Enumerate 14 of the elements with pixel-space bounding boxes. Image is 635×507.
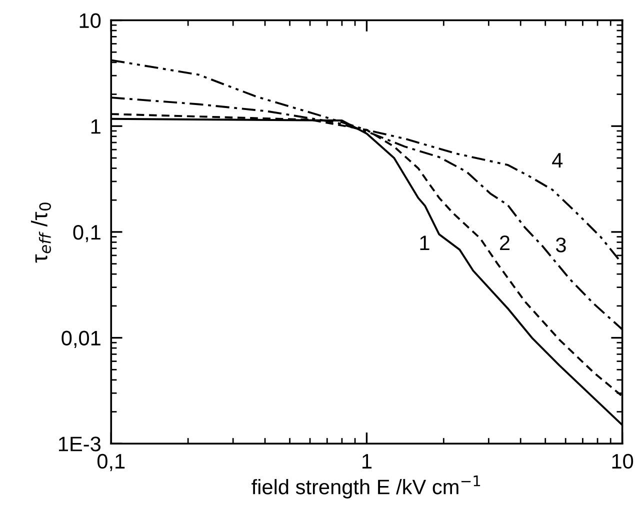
y-axis-title: τ$_{eff}$ /τ$_{0}$	[31, 202, 51, 263]
y-tick-label: 1	[91, 119, 100, 134]
annotation: 2	[500, 235, 510, 250]
x-tick-label: 1	[362, 454, 372, 468]
x-tick-label: 10	[612, 454, 634, 469]
x-tick-label: 0,1	[97, 454, 125, 472]
annotation: 3	[556, 238, 566, 252]
y-tick-label: 0,01	[62, 330, 100, 348]
annotation: 4	[552, 153, 563, 168]
annotation: 1	[420, 236, 430, 250]
y-tick-label: 0,1	[73, 224, 100, 242]
y-tick-label: 10	[80, 13, 101, 28]
y-tick-label: 1E-3	[58, 436, 100, 452]
x-axis-title: field strength E /kV cm$^{−1}$	[252, 476, 480, 498]
